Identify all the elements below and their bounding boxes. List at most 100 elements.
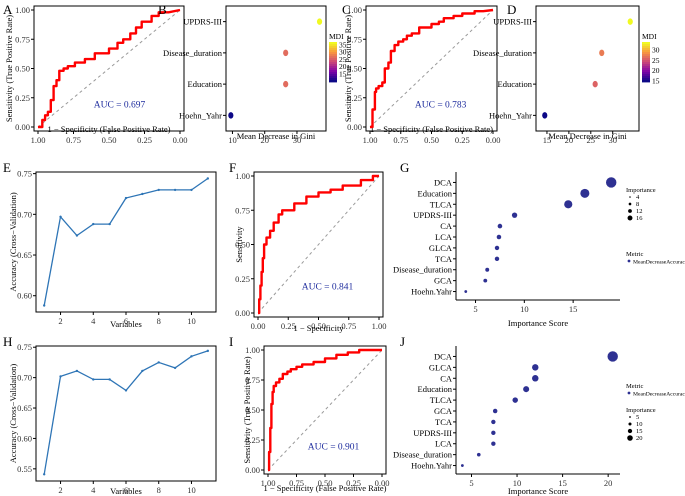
x-tick-label: 0.25 xyxy=(281,321,296,331)
x-tick-label: 2 xyxy=(58,485,62,495)
colorbar-tick-label: 30 xyxy=(339,48,347,57)
accuracy-point xyxy=(206,349,210,353)
x-tick-label: 20 xyxy=(565,135,574,145)
colorbar-segment xyxy=(329,58,337,61)
category-label: DCA xyxy=(434,351,453,361)
importance-point xyxy=(580,188,590,198)
importance-point xyxy=(511,212,518,218)
colorbar-segment xyxy=(329,68,337,71)
x-tick-label: 20 xyxy=(260,135,269,145)
x-tick-label: 30 xyxy=(293,135,302,145)
plot-area xyxy=(456,346,620,474)
colorbar-segment xyxy=(329,64,337,67)
y-tick-label: 0.25 xyxy=(245,435,260,445)
size-legend-label: 4 xyxy=(636,194,640,201)
category-label: UPDRS-III xyxy=(183,17,222,27)
colorbar-segment xyxy=(642,46,650,49)
colorbar-segment xyxy=(329,74,337,77)
legend-title: MDI xyxy=(329,32,344,41)
colorbar-segment xyxy=(329,62,337,65)
size-legend-key xyxy=(627,428,633,434)
panel-d: D Hoehn_Yahr Education Disease_duration UPDR… xyxy=(473,2,660,145)
colorbar-segment xyxy=(642,42,650,45)
roc-curve xyxy=(258,174,379,315)
importance-point xyxy=(460,464,464,467)
category-label: Education xyxy=(418,384,453,394)
importance-point xyxy=(494,245,500,251)
colorbar-segment xyxy=(329,66,337,69)
plot-frame xyxy=(535,5,640,132)
y-tick-label: 0.00 xyxy=(235,308,250,318)
panel-label: B xyxy=(158,2,167,17)
colorbar-segment xyxy=(642,68,650,71)
colorbar-segment xyxy=(329,54,337,57)
accuracy-point xyxy=(141,192,144,196)
size-legend-label: 8 xyxy=(636,201,639,208)
roc-curve xyxy=(267,348,382,472)
size-legend-label: 5 xyxy=(636,414,639,421)
x-axis-title: Mean Decrease in Gini xyxy=(548,131,627,141)
importance-point xyxy=(494,256,500,262)
importance-point xyxy=(592,80,598,88)
metric-legend-title: Metric xyxy=(626,383,643,390)
category-label: Hoehn_Yahr xyxy=(489,110,532,120)
accuracy-point xyxy=(124,196,128,200)
panel-h: H 2 4 6 8 10 0.55 0.60 0.65 0.70 0.75 Variables Accu… xyxy=(3,334,217,496)
x-tick-label: 6 xyxy=(124,485,128,495)
panel-g: G Hoehn.YahrGCADisease_durationTCAGLCALCA… xyxy=(393,160,685,328)
y-tick-label: 0.75 xyxy=(15,34,30,44)
size-legend-key xyxy=(627,215,633,221)
accuracy-point xyxy=(190,355,193,358)
importance-point xyxy=(485,267,490,272)
accuracy-point xyxy=(92,378,95,381)
colorbar-segment xyxy=(642,54,650,57)
x-tick-label: 1.00 xyxy=(372,321,387,331)
importance-point xyxy=(496,234,502,240)
importance-point xyxy=(283,80,289,88)
metric-legend-key xyxy=(627,391,631,395)
y-tick-label: 0.75 xyxy=(17,342,32,352)
colorbar-segment xyxy=(642,78,650,81)
accuracy-point xyxy=(173,366,177,370)
size-legend-key xyxy=(628,422,632,426)
panel-a: A1.00 0.75 0.50 0.25 0.000.000.250.500.751.0… xyxy=(3,2,187,145)
x-tick-label: 10 xyxy=(228,135,237,145)
colorbar-segment xyxy=(642,52,650,55)
panel-c: C1.00 0.75 0.50 0.25 0.000.000.250.500.751.0… xyxy=(342,2,500,145)
y-tick-label: 0.70 xyxy=(17,209,32,219)
accuracy-point xyxy=(92,222,95,226)
importance-point xyxy=(491,430,496,436)
importance-point xyxy=(491,419,496,425)
size-legend-title: Importance xyxy=(626,187,656,194)
x-axis-title: Importance Score xyxy=(508,486,568,496)
size-legend-label: 16 xyxy=(636,215,643,222)
y-tick-label: 0.00 xyxy=(347,122,362,132)
colorbar-segment xyxy=(642,56,650,59)
y-tick-label: 0.75 xyxy=(347,34,362,44)
y-tick-label: 0.75 xyxy=(245,375,260,385)
y-tick-label: 0.75 xyxy=(17,169,32,179)
accuracy-point xyxy=(75,369,79,373)
y-tick-label: 0.70 xyxy=(17,373,32,383)
metric-legend-key xyxy=(627,259,631,263)
colorbar-segment xyxy=(642,66,650,69)
colorbar-segment xyxy=(642,80,650,83)
category-label: GLCA xyxy=(429,243,453,253)
importance-point xyxy=(599,49,605,57)
accuracy-point xyxy=(59,375,62,378)
chance-diagonal xyxy=(257,175,380,314)
category-label: Disease_duration xyxy=(473,48,533,58)
colorbar-segment xyxy=(329,60,337,63)
category-label: Hoehn.Yahr xyxy=(411,461,452,471)
category-label: Disease_duration xyxy=(163,48,223,58)
y-tick-label: 0.50 xyxy=(347,64,362,74)
x-tick-label: 0.00 xyxy=(173,135,188,145)
panel-e: E 2 4 6 8 10 0.60 0.65 0.70 0.75 Variables Accuracy… xyxy=(3,160,217,329)
x-tick-label: 1.00 xyxy=(261,478,276,488)
category-label: Education xyxy=(498,79,533,89)
x-tick-label: 0.25 xyxy=(346,478,361,488)
colorbar-segment xyxy=(329,46,337,49)
x-axis-title: Variables xyxy=(110,319,142,329)
size-legend-label: 20 xyxy=(636,435,643,442)
colorbar-segment xyxy=(642,60,650,63)
